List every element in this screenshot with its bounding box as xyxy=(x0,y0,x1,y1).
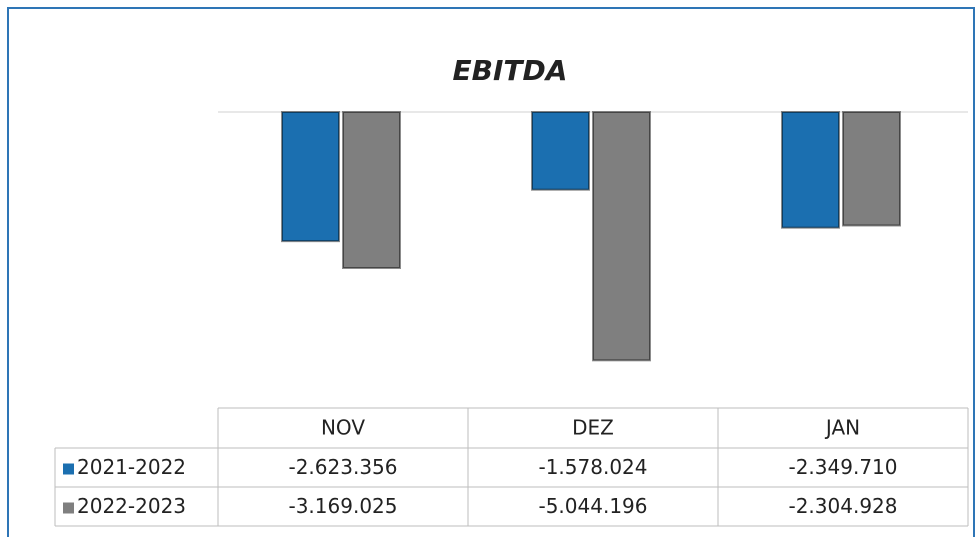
data-label: -5.044.196 xyxy=(538,494,647,518)
legend-swatch xyxy=(63,463,74,475)
legend-label: 2021-2022 xyxy=(77,455,186,479)
data-label: -2.623.356 xyxy=(288,455,397,479)
bar xyxy=(781,111,840,229)
bar xyxy=(592,111,651,362)
category-label: JAN xyxy=(824,416,860,440)
frame xyxy=(7,7,975,537)
category-label: DEZ xyxy=(572,416,614,440)
data-label: -3.169.025 xyxy=(288,494,397,518)
bar xyxy=(281,111,340,243)
data-label: -2.304.928 xyxy=(788,494,897,518)
bar xyxy=(342,111,401,270)
category-label: NOV xyxy=(321,416,365,440)
data-label: -2.349.710 xyxy=(788,455,897,479)
legend-label: 2022-2023 xyxy=(77,494,186,518)
data-label: -1.578.024 xyxy=(538,455,647,479)
bar xyxy=(531,111,590,191)
chart-title: EBITDA xyxy=(453,54,568,87)
bar xyxy=(842,111,901,227)
legend-swatch xyxy=(63,502,74,514)
